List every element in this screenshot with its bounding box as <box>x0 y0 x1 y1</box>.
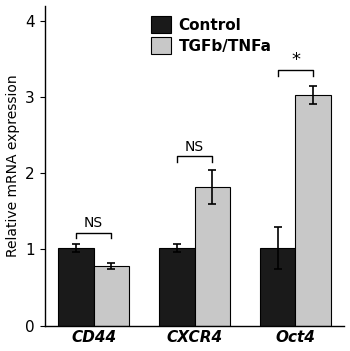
Text: NS: NS <box>185 140 204 154</box>
Legend: Control, TGFb/TNFa: Control, TGFb/TNFa <box>148 13 275 57</box>
Bar <box>260 248 295 326</box>
Y-axis label: Relative mRNA expression: Relative mRNA expression <box>6 74 20 257</box>
Text: NS: NS <box>84 216 103 230</box>
Bar <box>295 95 331 326</box>
Bar <box>195 187 230 326</box>
Bar <box>159 248 195 326</box>
Text: *: * <box>291 51 300 69</box>
Bar <box>93 266 129 326</box>
Bar <box>58 248 93 326</box>
